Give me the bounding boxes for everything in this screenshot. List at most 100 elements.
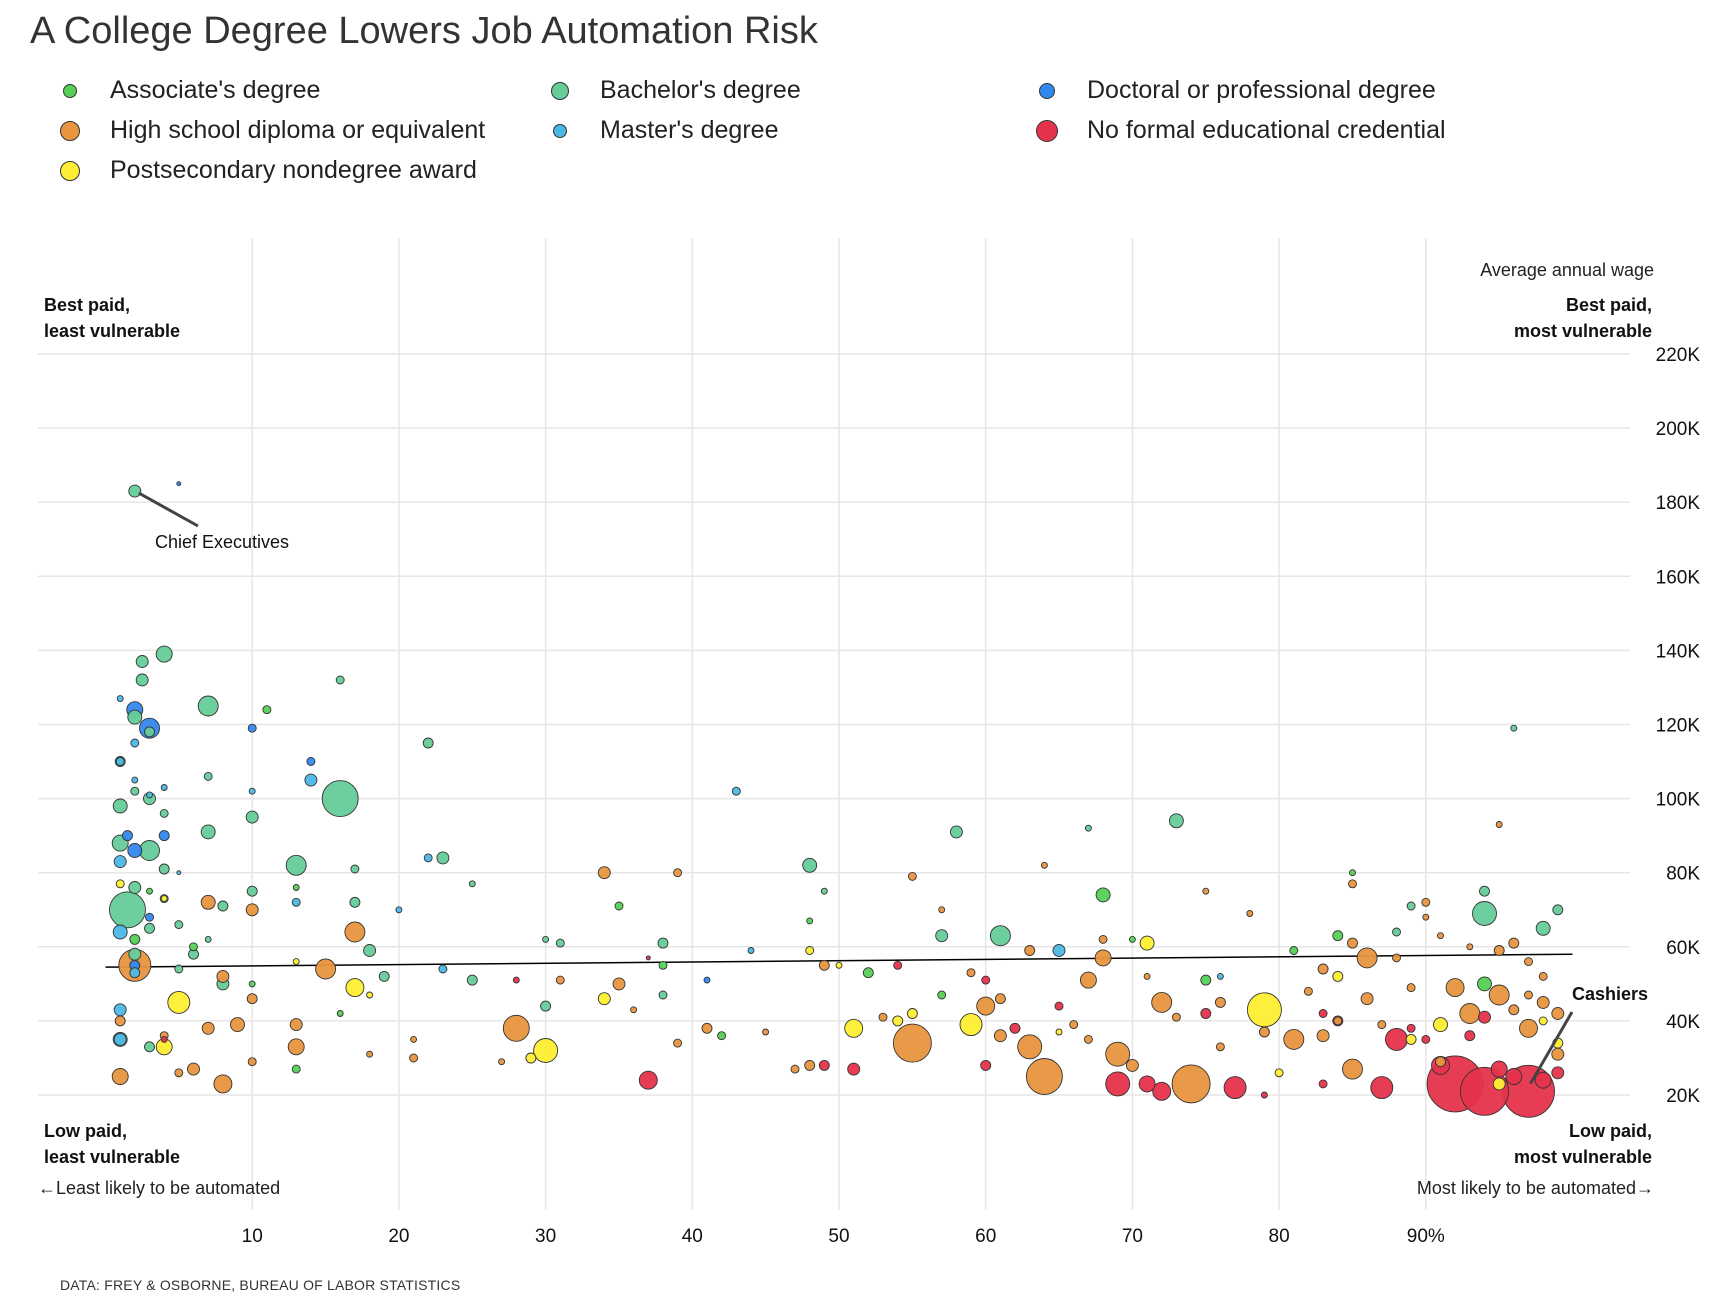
data-point-bach xyxy=(128,947,142,961)
data-point-mast xyxy=(176,870,182,876)
data-point-bach xyxy=(321,780,359,818)
data-point-bach xyxy=(422,737,434,749)
data-point-hs xyxy=(287,1038,305,1056)
data-point-post xyxy=(906,1008,918,1019)
data-point-assoc xyxy=(1477,976,1492,992)
legend-item-doct: Doctoral or professional degree xyxy=(1037,76,1436,105)
data-point-hs xyxy=(1445,978,1465,998)
data-point-hs xyxy=(502,1014,530,1042)
x-tick-label: 60 xyxy=(975,1226,996,1247)
data-point-hs xyxy=(673,1038,683,1048)
data-point-bach xyxy=(109,891,146,929)
data-point-doct xyxy=(158,830,170,842)
data-point-post xyxy=(1055,1028,1063,1036)
data-point-bach xyxy=(1084,824,1092,832)
data-point-hs xyxy=(1524,990,1533,1000)
data-point-assoc xyxy=(658,960,668,970)
data-point-bach xyxy=(158,863,170,875)
legend-label: Postsecondary nondegree award xyxy=(110,156,477,184)
y-tick-label: 60K xyxy=(1666,938,1700,959)
data-point-bach xyxy=(468,880,476,888)
data-point-mast xyxy=(747,947,755,954)
data-point-assoc xyxy=(937,990,947,1000)
data-point-none xyxy=(981,975,991,985)
legend-swatch xyxy=(63,83,77,98)
data-point-bach xyxy=(1406,901,1416,911)
data-point-mast xyxy=(130,738,140,748)
x-axis-note-left: ←Least likely to be automated xyxy=(38,1178,281,1198)
data-point-bach xyxy=(1510,724,1518,732)
data-point-none xyxy=(645,955,651,961)
data-point-bach xyxy=(378,970,390,982)
data-point-hs xyxy=(230,1017,245,1033)
data-point-doct xyxy=(145,912,154,922)
data-point-hs xyxy=(366,1050,374,1058)
data-point-mast xyxy=(423,853,433,863)
data-point-hs xyxy=(187,1062,200,1076)
data-point-bach xyxy=(542,935,550,943)
legend-label: High school diploma or equivalent xyxy=(110,116,486,144)
legend-swatch xyxy=(1036,119,1058,142)
data-point-mast xyxy=(146,791,153,799)
data-point-hs xyxy=(1437,932,1444,940)
y-tick-label: 20K xyxy=(1666,1086,1700,1107)
data-point-hs xyxy=(247,1057,257,1067)
data-point-bach xyxy=(1552,904,1564,916)
annotation-cashiers: Cashiers xyxy=(1572,984,1648,1004)
data-point-mast xyxy=(160,784,168,791)
data-point-hs xyxy=(1040,861,1048,869)
data-point-hs xyxy=(1283,1028,1305,1050)
data-point-bach xyxy=(139,840,160,861)
data-point-post xyxy=(1246,992,1282,1028)
data-point-hs xyxy=(1538,971,1548,981)
corner-label-bottom-right: Low paid, most vulnerable xyxy=(1513,1121,1652,1167)
data-point-hs xyxy=(201,1021,215,1035)
data-point-hs xyxy=(410,1035,418,1043)
data-point-hs xyxy=(994,993,1006,1005)
data-point-none xyxy=(1464,1030,1476,1042)
data-point-post xyxy=(160,895,168,903)
data-point-bach xyxy=(555,938,565,948)
data-point-assoc xyxy=(262,705,272,715)
legend-label: Master's degree xyxy=(600,116,779,144)
data-point-mast xyxy=(304,773,318,787)
data-point-mast xyxy=(113,1003,127,1017)
data-point-mast xyxy=(113,1032,127,1046)
data-point-bach xyxy=(349,896,361,908)
data-point-bach xyxy=(989,925,1011,947)
data-point-assoc xyxy=(862,967,874,979)
legend-swatch xyxy=(60,120,80,141)
y-tick-label: 40K xyxy=(1666,1012,1700,1033)
data-point-mast xyxy=(291,897,301,907)
data-point-hs xyxy=(1551,1007,1565,1020)
data-point-post xyxy=(1492,1077,1506,1091)
x-tick-label: 10 xyxy=(242,1226,263,1247)
data-point-none xyxy=(1223,1076,1247,1100)
data-point-none xyxy=(1009,1022,1021,1034)
data-point-mast xyxy=(129,967,141,979)
data-point-post xyxy=(597,992,611,1006)
data-point-none xyxy=(1551,1066,1565,1080)
data-point-doct xyxy=(703,976,711,984)
data-point-hs xyxy=(1143,972,1151,980)
data-point-hs xyxy=(114,1015,126,1027)
data-point-hs xyxy=(245,903,259,917)
data-point-post xyxy=(1405,1033,1417,1045)
data-point-none xyxy=(1260,1091,1268,1099)
data-point-hs xyxy=(1083,1034,1093,1044)
y-tick-label: 80K xyxy=(1666,864,1700,885)
data-point-hs xyxy=(1246,910,1254,917)
data-point-doct xyxy=(247,723,257,733)
data-point-hs xyxy=(762,1028,770,1036)
data-point-hs xyxy=(993,1029,1007,1043)
y-tick-label: 200K xyxy=(1656,419,1701,440)
y-tick-label: 140K xyxy=(1656,641,1701,662)
data-point-doct xyxy=(306,757,316,766)
data-point-assoc xyxy=(806,917,814,925)
data-point-post xyxy=(844,1018,864,1038)
legend-swatch xyxy=(60,160,80,181)
data-point-hs xyxy=(630,1006,638,1014)
x-tick-label: 30 xyxy=(535,1226,556,1247)
y-tick-label: 160K xyxy=(1656,567,1701,588)
